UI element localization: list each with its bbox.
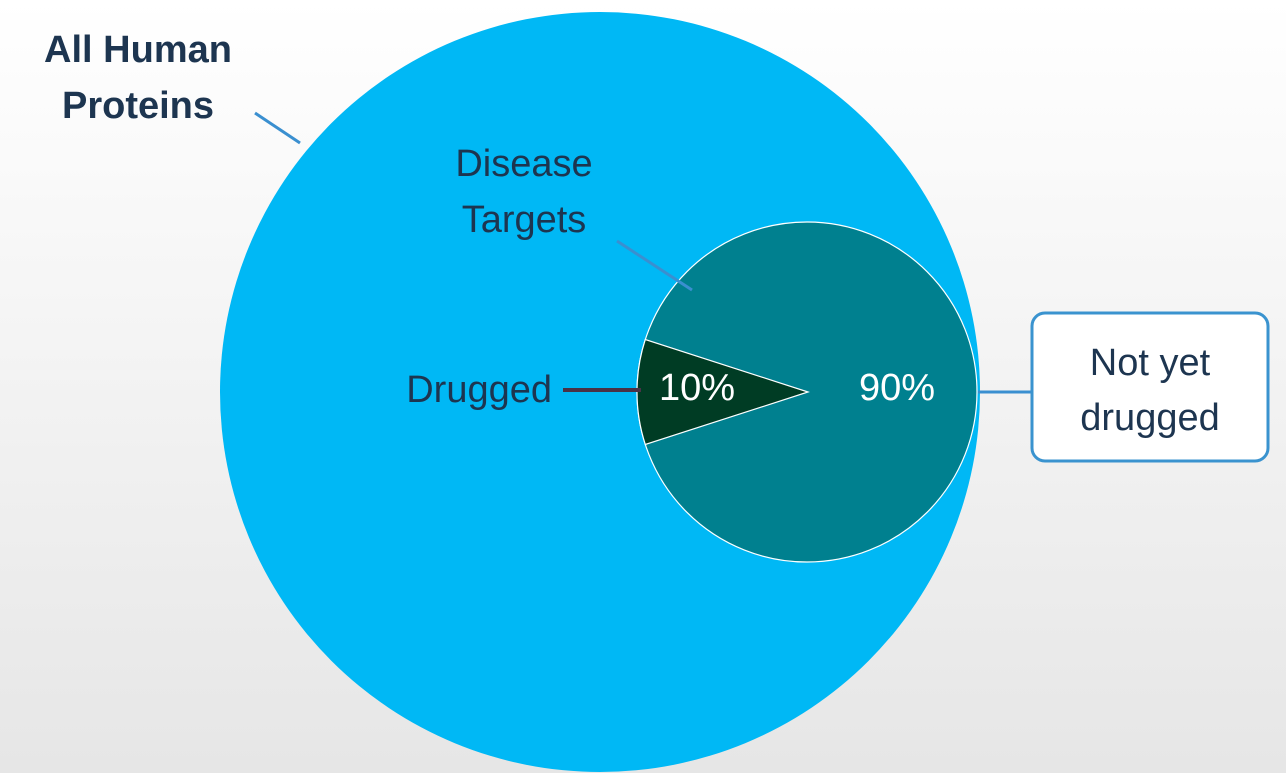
not-yet-percent-label: 90% — [859, 367, 935, 409]
not-yet-label-line1: Not yet — [1090, 342, 1211, 384]
drugged-label: Drugged — [406, 369, 552, 411]
drugged-percent-label: 10% — [659, 367, 735, 409]
not-yet-callout-box — [1030, 311, 1270, 463]
disease-label-line2: Targets — [462, 199, 587, 241]
not-yet-label-line2: drugged — [1080, 397, 1219, 439]
all-human-label-line1: All Human — [44, 29, 232, 71]
all-human-leader-line — [254, 111, 301, 145]
disease-label-line1: Disease — [455, 143, 592, 185]
disease-leader-line — [616, 239, 693, 292]
all-human-label-line2: Proteins — [62, 85, 214, 127]
